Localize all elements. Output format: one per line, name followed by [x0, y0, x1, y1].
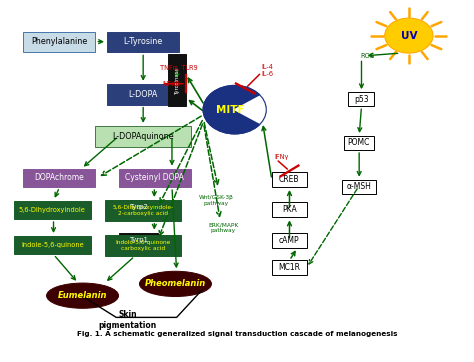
Text: CREB: CREB	[279, 175, 300, 184]
Text: ERK/MAPK
pathway: ERK/MAPK pathway	[208, 222, 238, 233]
FancyBboxPatch shape	[272, 261, 307, 275]
Text: Eumelanin: Eumelanin	[58, 291, 107, 300]
Text: cAMP: cAMP	[279, 236, 300, 245]
Text: Wnt/GSK-3β
pathway: Wnt/GSK-3β pathway	[199, 195, 234, 206]
Text: Tyrp2: Tyrp2	[129, 204, 148, 210]
Text: PKA: PKA	[282, 205, 297, 214]
FancyBboxPatch shape	[95, 126, 191, 147]
FancyBboxPatch shape	[168, 54, 186, 106]
FancyBboxPatch shape	[14, 236, 91, 254]
FancyBboxPatch shape	[14, 201, 91, 219]
Text: POMC: POMC	[348, 139, 370, 147]
Polygon shape	[235, 96, 266, 123]
FancyBboxPatch shape	[105, 235, 181, 256]
FancyBboxPatch shape	[272, 232, 307, 248]
FancyBboxPatch shape	[118, 232, 158, 247]
FancyBboxPatch shape	[107, 84, 179, 105]
FancyBboxPatch shape	[105, 200, 181, 221]
Text: p53: p53	[354, 95, 369, 104]
Text: NFκB: NFκB	[162, 81, 180, 87]
FancyBboxPatch shape	[341, 180, 376, 194]
Text: α-MSH: α-MSH	[346, 182, 371, 191]
FancyBboxPatch shape	[118, 200, 158, 214]
Text: Phenylalanine: Phenylalanine	[31, 38, 87, 46]
Text: DOPAchrome: DOPAchrome	[35, 173, 84, 182]
FancyBboxPatch shape	[272, 202, 307, 218]
Text: Pheomelanin: Pheomelanin	[145, 279, 206, 289]
Text: Skin
pigmentation: Skin pigmentation	[99, 310, 157, 330]
FancyBboxPatch shape	[348, 92, 374, 106]
Text: L-DOPAquinone: L-DOPAquinone	[112, 132, 174, 141]
Text: Indole-5,6-quinone: Indole-5,6-quinone	[21, 242, 84, 248]
Text: Tyrosinase: Tyrosinase	[174, 66, 180, 94]
FancyBboxPatch shape	[107, 31, 179, 52]
Text: MC1R: MC1R	[278, 263, 300, 272]
Text: ROS: ROS	[360, 53, 374, 59]
FancyBboxPatch shape	[23, 31, 95, 52]
FancyBboxPatch shape	[272, 172, 307, 187]
FancyBboxPatch shape	[344, 136, 374, 150]
Ellipse shape	[46, 283, 118, 308]
Text: TNFα, TLR9: TNFα, TLR9	[160, 64, 198, 71]
Text: MITF: MITF	[216, 105, 244, 115]
Text: 5,6-Dihydroxyindole: 5,6-Dihydroxyindole	[19, 207, 86, 213]
FancyBboxPatch shape	[23, 169, 95, 187]
Text: Tyrp1: Tyrp1	[129, 237, 148, 243]
Text: IFNγ: IFNγ	[274, 154, 288, 160]
Text: 5,6-Dihydroxyindole-
2-carboxylic acid: 5,6-Dihydroxyindole- 2-carboxylic acid	[112, 205, 173, 216]
Text: IL-4
IL-6: IL-4 IL-6	[261, 64, 273, 77]
Text: L-DOPA: L-DOPA	[128, 90, 158, 99]
Ellipse shape	[203, 85, 266, 134]
Text: L-Tyrosine: L-Tyrosine	[123, 38, 163, 46]
Text: Fig. 1. A schematic generalized signal transduction cascade of melanogenesis: Fig. 1. A schematic generalized signal t…	[77, 331, 397, 337]
Circle shape	[385, 18, 433, 53]
Ellipse shape	[139, 271, 211, 296]
Text: Indolo-5,6-quinone
carboxylic acid: Indolo-5,6-quinone carboxylic acid	[115, 240, 171, 251]
FancyBboxPatch shape	[118, 169, 191, 187]
Text: UV: UV	[401, 31, 417, 41]
Text: Cysteinyl DOPA: Cysteinyl DOPA	[125, 173, 184, 182]
